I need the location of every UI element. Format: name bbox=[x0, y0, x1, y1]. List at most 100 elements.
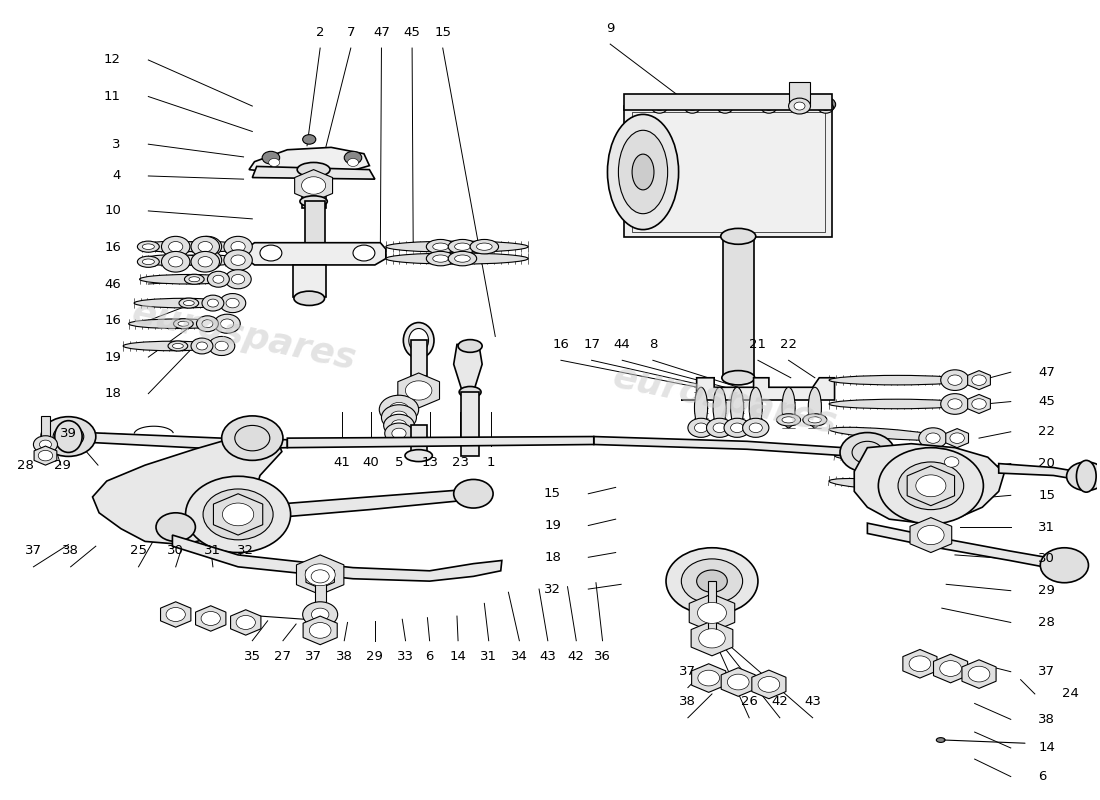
Text: 28: 28 bbox=[16, 458, 33, 472]
Ellipse shape bbox=[178, 322, 189, 326]
Text: 39: 39 bbox=[60, 427, 77, 440]
Polygon shape bbox=[34, 446, 57, 465]
Circle shape bbox=[200, 242, 214, 252]
Ellipse shape bbox=[936, 738, 945, 742]
Circle shape bbox=[166, 607, 185, 622]
Text: 28: 28 bbox=[1038, 616, 1055, 629]
Circle shape bbox=[202, 295, 224, 311]
Polygon shape bbox=[908, 466, 955, 506]
Circle shape bbox=[191, 236, 220, 257]
Ellipse shape bbox=[140, 274, 238, 284]
Circle shape bbox=[309, 622, 331, 638]
Circle shape bbox=[168, 242, 183, 252]
Polygon shape bbox=[855, 444, 1004, 523]
Circle shape bbox=[389, 402, 409, 417]
Bar bbox=[305, 202, 324, 242]
Circle shape bbox=[221, 502, 255, 527]
Circle shape bbox=[198, 257, 212, 267]
Polygon shape bbox=[231, 610, 261, 635]
Text: 31: 31 bbox=[481, 650, 497, 663]
Polygon shape bbox=[594, 437, 868, 457]
Ellipse shape bbox=[1077, 460, 1096, 492]
Circle shape bbox=[162, 251, 190, 272]
Text: 16: 16 bbox=[104, 241, 121, 254]
Polygon shape bbox=[968, 370, 990, 390]
Ellipse shape bbox=[185, 274, 205, 284]
Circle shape bbox=[209, 337, 234, 355]
Circle shape bbox=[971, 398, 987, 410]
Circle shape bbox=[682, 98, 702, 112]
Circle shape bbox=[168, 257, 183, 267]
Bar bbox=[625, 94, 833, 110]
Circle shape bbox=[921, 457, 935, 467]
Text: 16: 16 bbox=[552, 338, 570, 350]
Text: 31: 31 bbox=[1038, 521, 1055, 534]
Ellipse shape bbox=[808, 387, 822, 428]
Circle shape bbox=[262, 151, 279, 164]
Ellipse shape bbox=[607, 114, 679, 230]
Text: 45: 45 bbox=[1038, 395, 1055, 408]
Text: 37: 37 bbox=[25, 544, 42, 558]
Circle shape bbox=[928, 482, 943, 493]
Ellipse shape bbox=[55, 421, 82, 453]
Ellipse shape bbox=[432, 255, 449, 262]
Circle shape bbox=[971, 375, 987, 386]
Polygon shape bbox=[946, 429, 968, 448]
Ellipse shape bbox=[829, 399, 966, 409]
Text: 36: 36 bbox=[594, 650, 610, 663]
Circle shape bbox=[453, 479, 493, 508]
Text: 14: 14 bbox=[450, 650, 466, 663]
Polygon shape bbox=[924, 478, 947, 497]
Circle shape bbox=[717, 102, 733, 114]
Ellipse shape bbox=[300, 196, 328, 207]
Polygon shape bbox=[161, 602, 191, 627]
Circle shape bbox=[818, 102, 834, 114]
Circle shape bbox=[213, 275, 224, 283]
Circle shape bbox=[226, 298, 239, 308]
Circle shape bbox=[792, 98, 812, 112]
Circle shape bbox=[216, 342, 228, 350]
Circle shape bbox=[186, 476, 290, 553]
Circle shape bbox=[904, 482, 918, 493]
Circle shape bbox=[689, 105, 696, 110]
Circle shape bbox=[311, 570, 329, 583]
Text: 22: 22 bbox=[1038, 426, 1055, 438]
Circle shape bbox=[742, 418, 769, 438]
Ellipse shape bbox=[458, 340, 482, 352]
Circle shape bbox=[305, 564, 336, 586]
Polygon shape bbox=[295, 170, 332, 202]
Circle shape bbox=[926, 433, 940, 443]
Text: 41: 41 bbox=[333, 456, 351, 469]
Text: 5: 5 bbox=[395, 456, 404, 469]
Circle shape bbox=[698, 629, 725, 648]
Text: 22: 22 bbox=[780, 338, 798, 350]
Text: 30: 30 bbox=[167, 544, 184, 558]
Polygon shape bbox=[68, 432, 287, 450]
Text: 46: 46 bbox=[104, 278, 121, 290]
Ellipse shape bbox=[829, 427, 944, 440]
Ellipse shape bbox=[808, 417, 822, 423]
Ellipse shape bbox=[829, 478, 922, 490]
Text: 38: 38 bbox=[63, 544, 79, 558]
Circle shape bbox=[301, 177, 326, 194]
Circle shape bbox=[681, 559, 742, 603]
Polygon shape bbox=[999, 463, 1087, 481]
Circle shape bbox=[406, 381, 432, 400]
Ellipse shape bbox=[803, 414, 827, 426]
Text: 15: 15 bbox=[434, 26, 451, 38]
Circle shape bbox=[917, 526, 944, 545]
Circle shape bbox=[390, 411, 408, 424]
Circle shape bbox=[766, 105, 772, 110]
Text: 34: 34 bbox=[510, 650, 528, 663]
Circle shape bbox=[197, 316, 219, 332]
Ellipse shape bbox=[722, 370, 755, 385]
Text: 30: 30 bbox=[1038, 552, 1055, 566]
Bar bbox=[625, 106, 833, 237]
Circle shape bbox=[194, 250, 222, 270]
Ellipse shape bbox=[409, 329, 429, 352]
Circle shape bbox=[382, 405, 417, 430]
Circle shape bbox=[758, 677, 780, 692]
Polygon shape bbox=[453, 344, 482, 392]
Circle shape bbox=[715, 98, 735, 112]
Text: 19: 19 bbox=[104, 350, 121, 363]
